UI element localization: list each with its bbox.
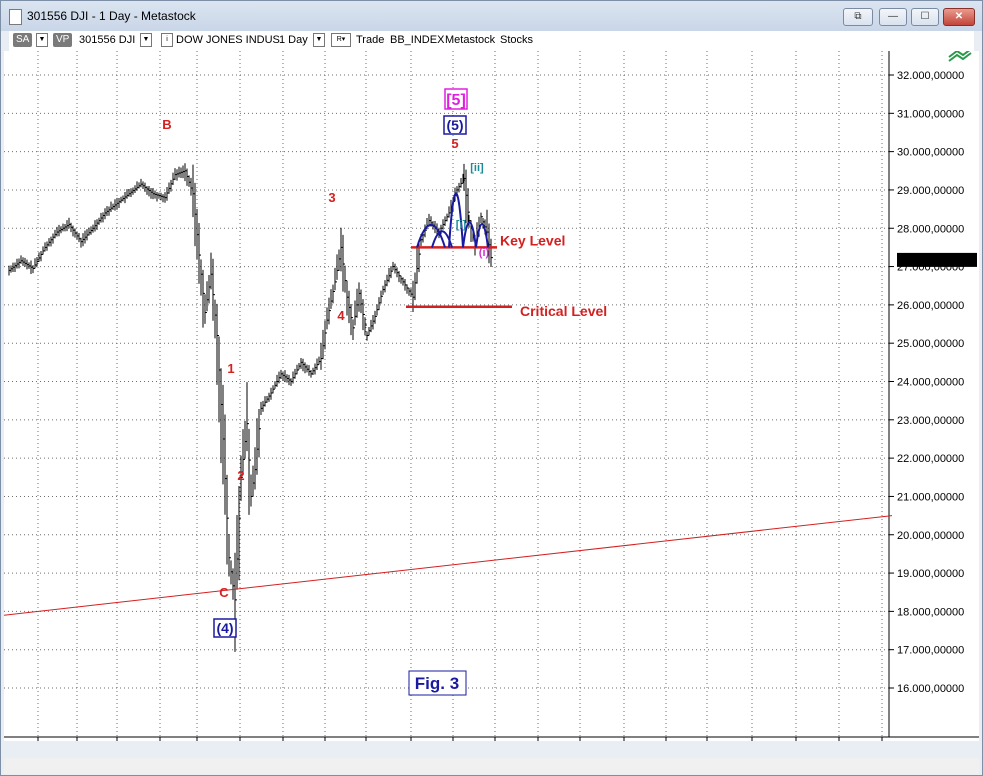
wave-label: (i) [479,247,490,259]
type-label: Stocks [500,34,534,46]
minimize-button[interactable]: — [879,8,907,26]
y-tick-label: 20.000,00000 [897,530,964,542]
wave-label: 1 [227,361,234,376]
wave-arc [448,192,464,248]
wave-label: 4 [337,308,345,323]
chart-tools-icon [948,51,972,62]
periodicity-dropdown[interactable]: ▼ [313,33,325,47]
wave-arc [416,224,446,248]
last-price-tag-bg [897,252,977,267]
figure-caption-frame [408,670,467,696]
y-tick-label: 16.000,00000 [897,683,964,695]
r-dropdown[interactable]: R▾ [331,33,351,47]
document-icon [9,9,22,25]
index-label: BB_INDEX [390,34,445,46]
symbol-dropdown[interactable]: ▼ [140,33,152,47]
wave-arc [462,221,477,248]
chart-area[interactable]: 32.000,00000 31.000,00000 30.000,00000 29.0… [4,51,979,741]
vp-toggle[interactable]: VP [53,33,73,47]
boxed-wave-frame [444,88,468,110]
maximize-button[interactable]: ☐ [911,8,939,26]
y-tick-label: 32.000,00000 [897,70,964,82]
wave-arc [431,230,453,248]
y-tick-label: 26.000,00000 [897,300,964,312]
title-bar: 301556 DJI - 1 Day - Metastock ⧉ — ☐ ✕ [1,1,982,31]
y-tick-label: 21.000,00000 [897,491,964,503]
wave-label: [ii] [470,162,484,174]
last-price-label: 27.173,96094 [901,255,968,267]
boxed-wave-label: [5] [446,92,466,109]
wave-label: 5 [451,136,458,151]
info-button[interactable]: i [161,33,173,47]
wave-label: B [162,117,171,132]
figure-caption: Fig. 3 [415,674,459,693]
critical-level-label: Critical Level [520,303,607,319]
boxed-wave-label: (5) [446,117,463,133]
r-label: R [336,36,342,43]
y-tick-label: 19.000,00000 [897,568,964,580]
y-tick-label: 18.000,00000 [897,606,964,618]
wave-label: [i] [456,219,467,231]
horizontal-scrollbar[interactable] [4,758,979,774]
y-tick-label: 22.000,00000 [897,453,964,465]
sa-toggle[interactable]: SA [13,33,33,47]
boxed-wave-frame [213,618,237,638]
wave-arc [475,223,489,248]
y-tick-label: 30.000,00000 [897,147,964,159]
y-tick-label: 31.000,00000 [897,108,964,120]
mode-label: Trade [356,34,385,46]
close-button[interactable]: ✕ [943,8,975,26]
boxed-wave-frame [443,115,467,135]
symbol-label: 301556 DJI [79,34,136,46]
key-level-label: Key Level [500,232,565,248]
source-label: Metastock [445,34,496,46]
price-chart[interactable]: 32.000,00000 31.000,00000 30.000,00000 29.0… [4,51,979,741]
security-name: DOW JONES INDUS [176,34,280,46]
periodicity-label: 1 Day [279,34,308,46]
y-tick-label: 29.000,00000 [897,185,964,197]
y-tick-label: 17.000,00000 [897,645,964,657]
window-title: 301556 DJI - 1 Day - Metastock [27,9,196,23]
chart-toolbar: SA ▼ VP 301556 DJI ▼ i DOW JONES INDUS 1… [9,31,974,51]
y-tick-label: 24.000,00000 [897,377,964,389]
boxed-wave-label: (4) [216,620,233,636]
wave-label: C [219,585,229,600]
support-trendline [4,515,893,616]
wave-label: 2 [237,468,244,483]
wave-label: 3 [328,190,335,205]
y-tick-label: 23.000,00000 [897,415,964,427]
sa-dropdown[interactable]: ▼ [36,33,48,47]
y-tick-label: 28.000,00000 [897,223,964,235]
restore-layout-button[interactable]: ⧉ [843,8,873,26]
y-tick-label: 25.000,00000 [897,338,964,350]
